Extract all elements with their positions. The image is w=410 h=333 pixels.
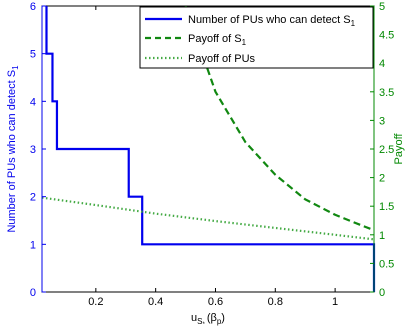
x-tick-label: 1 (332, 296, 338, 308)
right-tick-label: 3.5 (379, 87, 394, 99)
left-tick-label: 4 (30, 96, 36, 108)
left-tick-label: 2 (30, 192, 36, 204)
right-tick-label: 1.5 (379, 201, 394, 213)
left-tick-label: 5 (30, 49, 36, 61)
x-axis-title: uS*(βp) (191, 312, 225, 328)
legend-entry-payoff-s1: Payoff of S1 (145, 33, 247, 47)
x-tick-label: 0.2 (88, 296, 103, 308)
series-layer (42, 6, 376, 292)
left-axis-title: Number of PUs who can detect S1 (6, 65, 20, 233)
right-tick-label: 4.5 (379, 30, 394, 42)
legend-label-detect: Number of PUs who can detect S1 (188, 14, 356, 28)
left-axis-ticks: 0 1 2 3 4 5 6 (30, 1, 46, 299)
left-tick-label: 1 (30, 239, 36, 251)
right-tick-label: 0.5 (379, 258, 394, 270)
right-tick-label: 1 (379, 230, 385, 242)
left-tick-label: 6 (30, 1, 36, 13)
x-tick-label: 0.4 (148, 296, 163, 308)
right-tick-label: 5 (379, 1, 385, 13)
left-axis-title-main: Number of PUs who can detect S (6, 70, 18, 233)
right-tick-label: 3 (379, 115, 385, 127)
left-axis-title-sub: 1 (11, 65, 20, 70)
series-line-0 (45, 6, 376, 292)
legend: Number of PUs who can detect S1 Payoff o… (139, 6, 374, 69)
legend-entry-payoff-pus: Payoff of PUs (145, 53, 256, 65)
series-line-1 (184, 6, 374, 232)
right-tick-label: 2.5 (379, 144, 394, 156)
right-tick-label: 0 (379, 287, 385, 299)
left-tick-label: 3 (30, 144, 36, 156)
left-tick-label: 0 (30, 287, 36, 299)
right-axis-ticks: 0 0.5 1 1.5 2 2.5 3 3.5 4 4.5 5 (370, 1, 394, 299)
right-tick-label: 2 (379, 173, 385, 185)
legend-label-payoff-pus: Payoff of PUs (188, 53, 256, 65)
right-tick-label: 4 (379, 58, 385, 70)
legend-entry-detect: Number of PUs who can detect S1 (145, 14, 356, 28)
right-axis-title: Payoff (393, 133, 405, 165)
x-tick-label: 0.8 (268, 296, 283, 308)
legend-label-payoff-s1: Payoff of S1 (188, 33, 247, 47)
x-tick-label: 0.6 (208, 296, 223, 308)
